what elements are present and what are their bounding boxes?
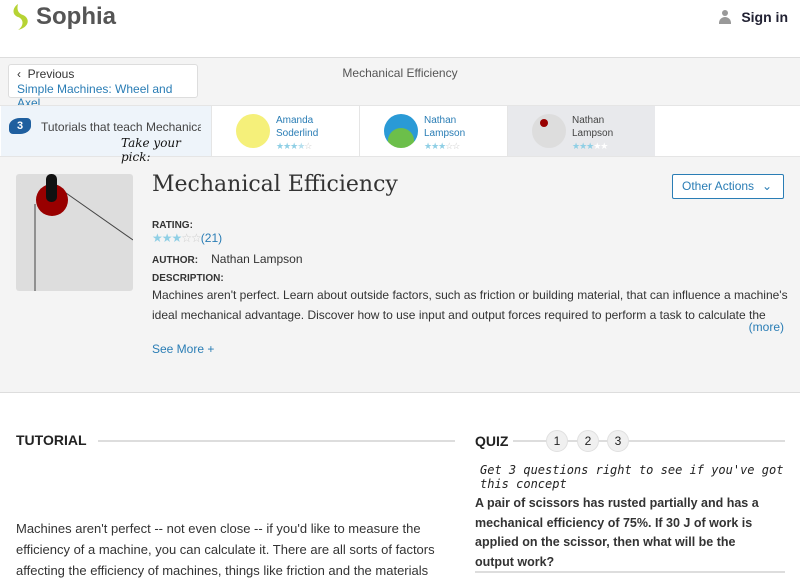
rating-stars: ★★★★☆ [276,141,312,151]
tutorial-picker-intro: 3 Tutorials that teach Mechanical Effici… [1,106,211,164]
pulley-illustration [34,174,133,291]
tutorial-picker: 3 Tutorials that teach Mechanical Effici… [0,105,800,164]
tutorial-text: Machines aren't perfect -- not even clos… [16,521,435,578]
sign-in-link[interactable]: Sign in [719,9,788,25]
breadcrumb-title: Mechanical Efficiency [342,66,458,80]
page-title: Mechanical Efficiency [152,172,398,197]
quiz-question: A pair of scissors has rusted partially … [475,496,759,569]
divider [513,440,785,442]
rating-count[interactable]: (21) [200,231,223,245]
tutorial-picker-label: Tutorials that teach Mechanical Efficien… [41,120,201,134]
rating-stars: ★★★☆☆ [152,231,202,245]
quiz-heading: QUIZ [475,433,509,449]
other-actions-button[interactable]: Other Actions ⌄ [672,174,784,199]
rating-label: RATING: [152,220,193,231]
tutorial-thumbnail [532,114,566,148]
quiz-step-3[interactable]: 3 [607,430,629,452]
author-name: Nathan Lampson [211,252,303,266]
rating-stars: ★★★★★ [572,141,608,151]
rating-stars: ★★★☆☆ [424,141,460,151]
author-row: AUTHOR: Nathan Lampson [152,252,303,266]
tutorial-count-badge: 3 [9,118,31,134]
logo-text: Sophia [36,3,117,30]
description-text: Machines aren't perfect. Learn about out… [152,288,788,322]
other-actions-label: Other Actions [682,179,755,193]
user-icon [719,10,732,24]
site-header: Sophia Sign in [0,0,800,58]
more-link[interactable]: (more) [748,320,784,334]
tutorial-card[interactable]: Nathan Lampson ★★★☆☆ [359,106,507,156]
rating: ★★★☆☆(21) [152,231,222,245]
see-more-link[interactable]: See More + [152,342,215,356]
quiz-prompt: Get 3 questions right to see if you've g… [480,463,784,491]
divider [98,440,455,442]
chevron-down-icon: ⌄ [762,179,773,193]
tutorial-card-selected[interactable]: Nathan Lampson ★★★★★ [507,106,655,156]
quiz-step-1[interactable]: 1 [546,430,568,452]
sophia-logo[interactable]: Sophia [10,3,116,31]
previous-label: Previous [27,67,75,81]
tutorial-image [16,174,133,291]
tutorial-thumbnail [236,114,270,148]
divider [475,571,785,573]
author-label: AUTHOR: [152,255,199,266]
tutorial-author: Nathan Lampson [424,115,466,139]
tutorial-heading: TUTORIAL [16,432,87,448]
sign-in-label: Sign in [741,9,788,25]
sophia-leaf-icon [13,4,28,30]
tutorial-thumbnail [384,114,418,148]
tutorial-author: Amanda Soderlind [276,115,319,139]
tutorial-card[interactable]: Amanda Soderlind ★★★★☆ [211,106,359,156]
quiz-step-2[interactable]: 2 [577,430,599,452]
tutorial-author: Nathan Lampson [572,115,614,139]
description-label: DESCRIPTION: [152,273,224,284]
take-your-pick: Take your pick: [121,136,181,164]
chevron-left-icon: ‹ [17,67,28,81]
